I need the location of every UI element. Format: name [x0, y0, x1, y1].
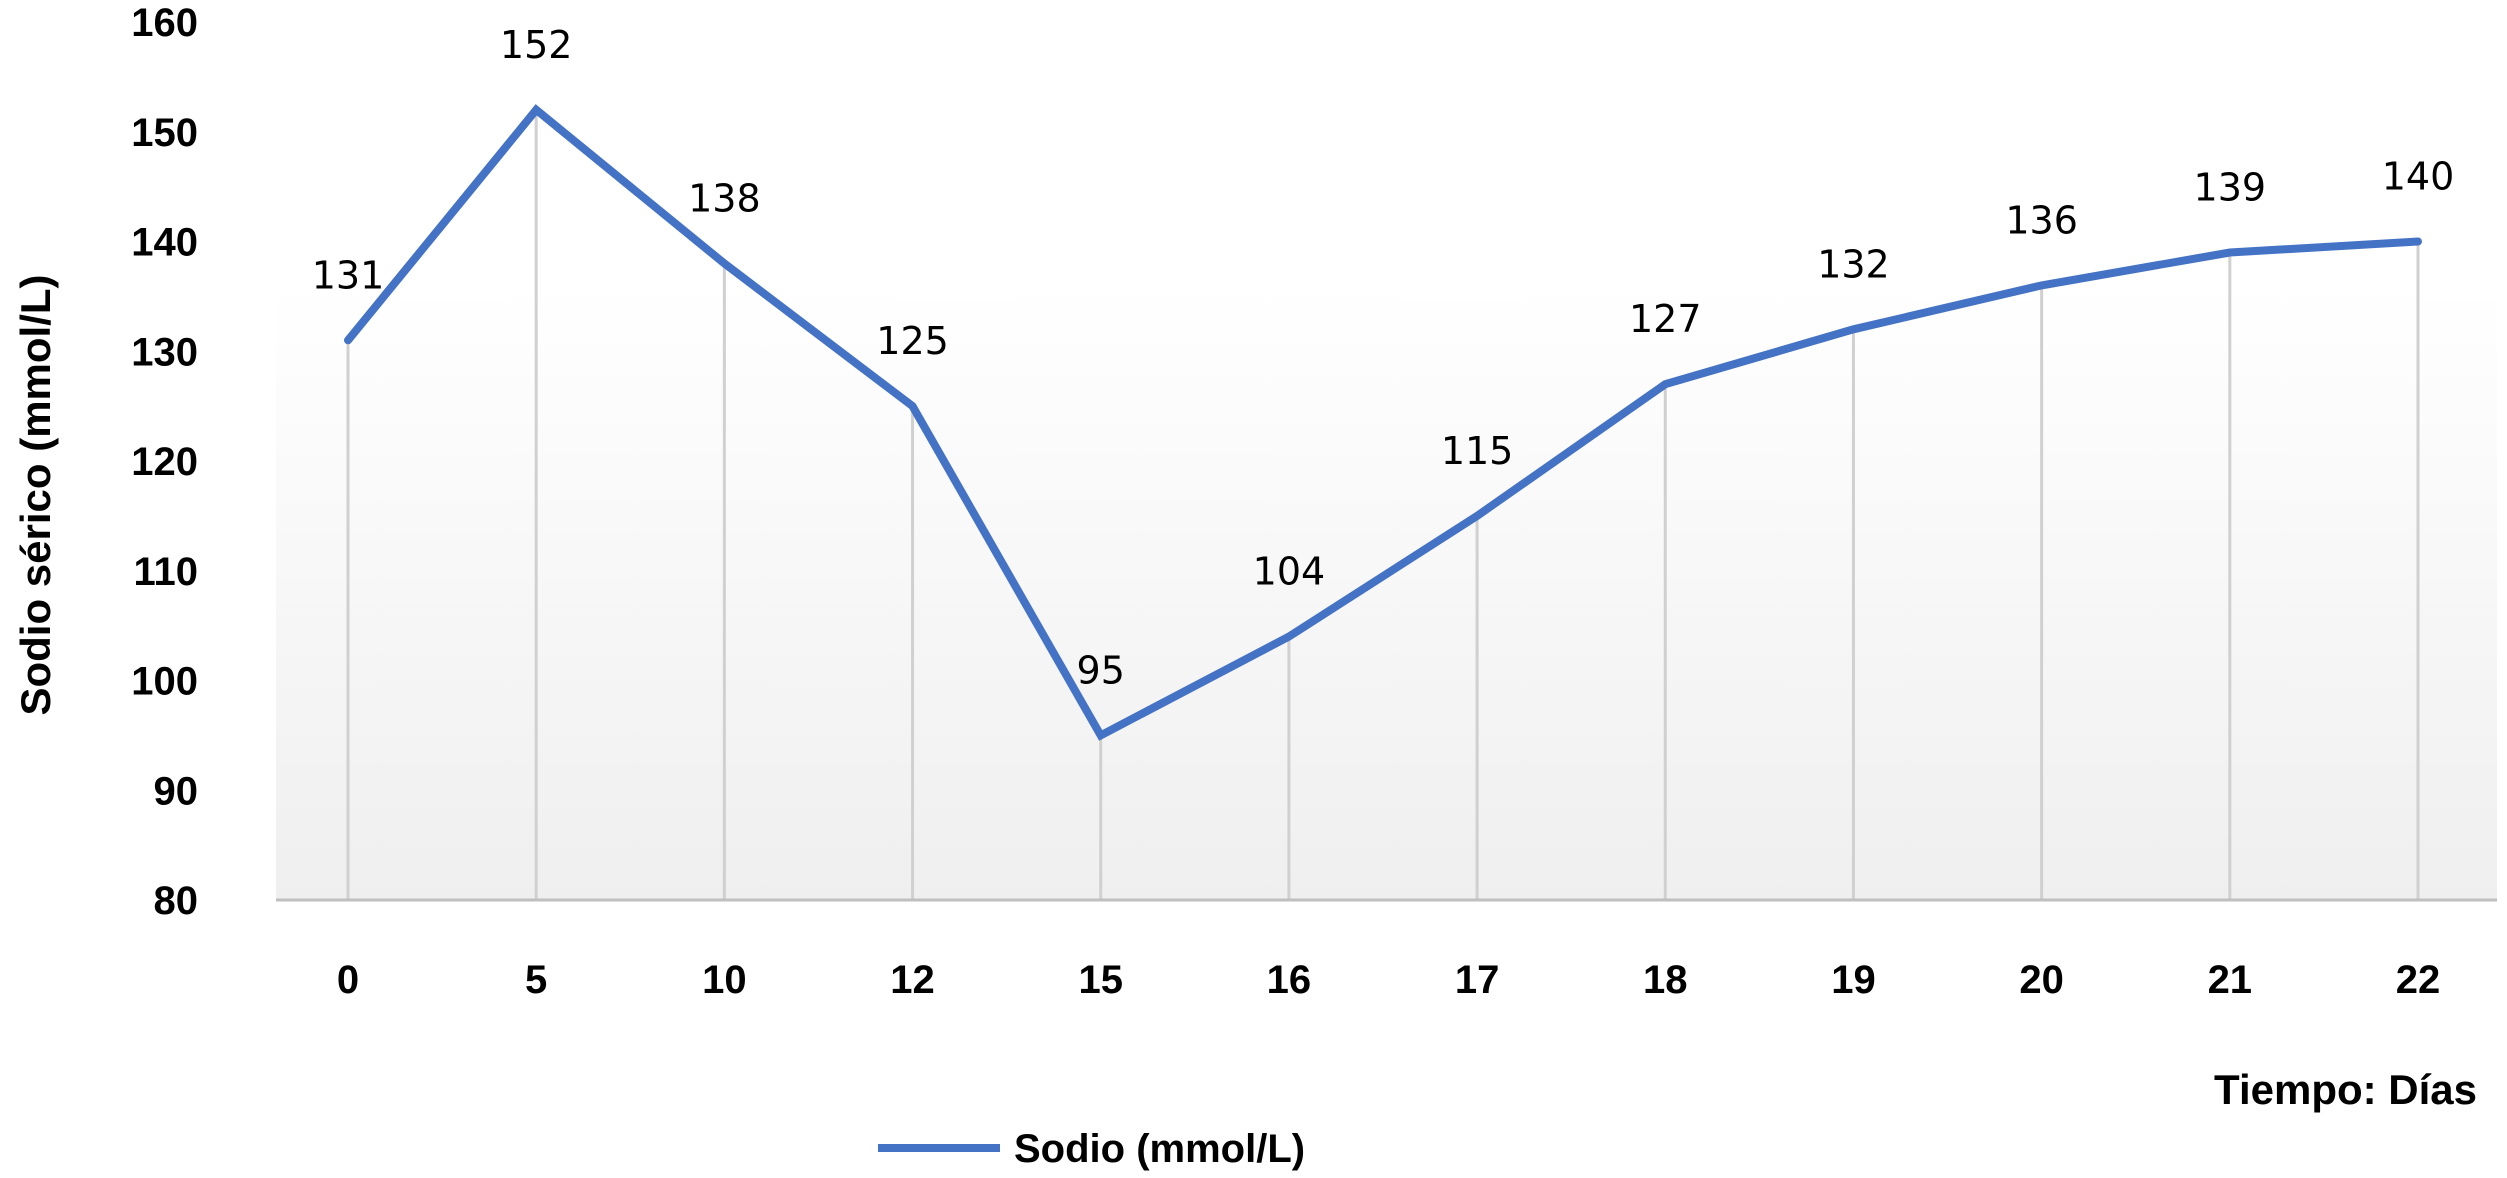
y-axis-ticks: 80 90 100 110 120 130 140 150 160: [131, 1, 198, 923]
x-tick-label: 22: [2396, 958, 2441, 1002]
drop-lines: [346, 109, 2420, 900]
series-layer: [344, 104, 2422, 741]
data-label: 127: [1629, 297, 1702, 341]
x-tick-label: 20: [2019, 958, 2064, 1002]
data-label: 152: [500, 23, 573, 67]
x-tick-label: 16: [1267, 958, 1312, 1002]
data-label: 95: [1077, 648, 1125, 692]
y-tick-label: 160: [131, 1, 198, 45]
data-label: 104: [1253, 550, 1326, 594]
data-label: 139: [2194, 165, 2267, 209]
y-tick-label: 140: [131, 221, 198, 265]
x-tick-label: 15: [1078, 958, 1123, 1002]
x-tick-label: 5: [525, 958, 547, 1002]
x-tick-label: 21: [2208, 958, 2253, 1002]
x-tick-label: 19: [1831, 958, 1876, 1002]
data-labels: 131 152 138 125 95 104 115 127 132 136 139 140: [312, 23, 2455, 693]
y-tick-label: 90: [154, 769, 199, 813]
y-tick-label: 80: [154, 879, 199, 923]
data-label: 136: [2005, 198, 2078, 242]
data-label: 140: [2382, 155, 2455, 199]
x-tick-label: 18: [1643, 958, 1688, 1002]
x-tick-label: 17: [1455, 958, 1500, 1002]
y-axis-title: Sodio sérico (mmol/L): [12, 274, 59, 715]
data-label: 131: [312, 253, 385, 297]
data-label: 125: [876, 319, 949, 363]
x-axis-title: Tiempo: Días: [2214, 1066, 2477, 1113]
x-tick-label: 0: [337, 958, 359, 1002]
legend: Sodio (mmol/L): [878, 1127, 1305, 1171]
data-label: 132: [1817, 242, 1890, 286]
y-tick-label: 110: [133, 550, 198, 594]
legend-label-sodio: Sodio (mmol/L): [1014, 1127, 1305, 1171]
data-label: 115: [1441, 429, 1514, 473]
y-tick-label: 130: [131, 330, 198, 374]
data-label: 138: [688, 176, 761, 220]
series-line-sodio: [344, 104, 2422, 741]
x-tick-label: 10: [702, 958, 747, 1002]
y-tick-label: 100: [131, 660, 198, 704]
y-tick-label: 150: [131, 111, 198, 155]
x-axis-ticks: 0 5 10 12 15 16 17 18 19 20 21 22: [337, 958, 2440, 1002]
plot-area: [276, 22, 2497, 900]
x-tick-label: 12: [890, 958, 935, 1002]
y-tick-label: 120: [131, 440, 198, 484]
